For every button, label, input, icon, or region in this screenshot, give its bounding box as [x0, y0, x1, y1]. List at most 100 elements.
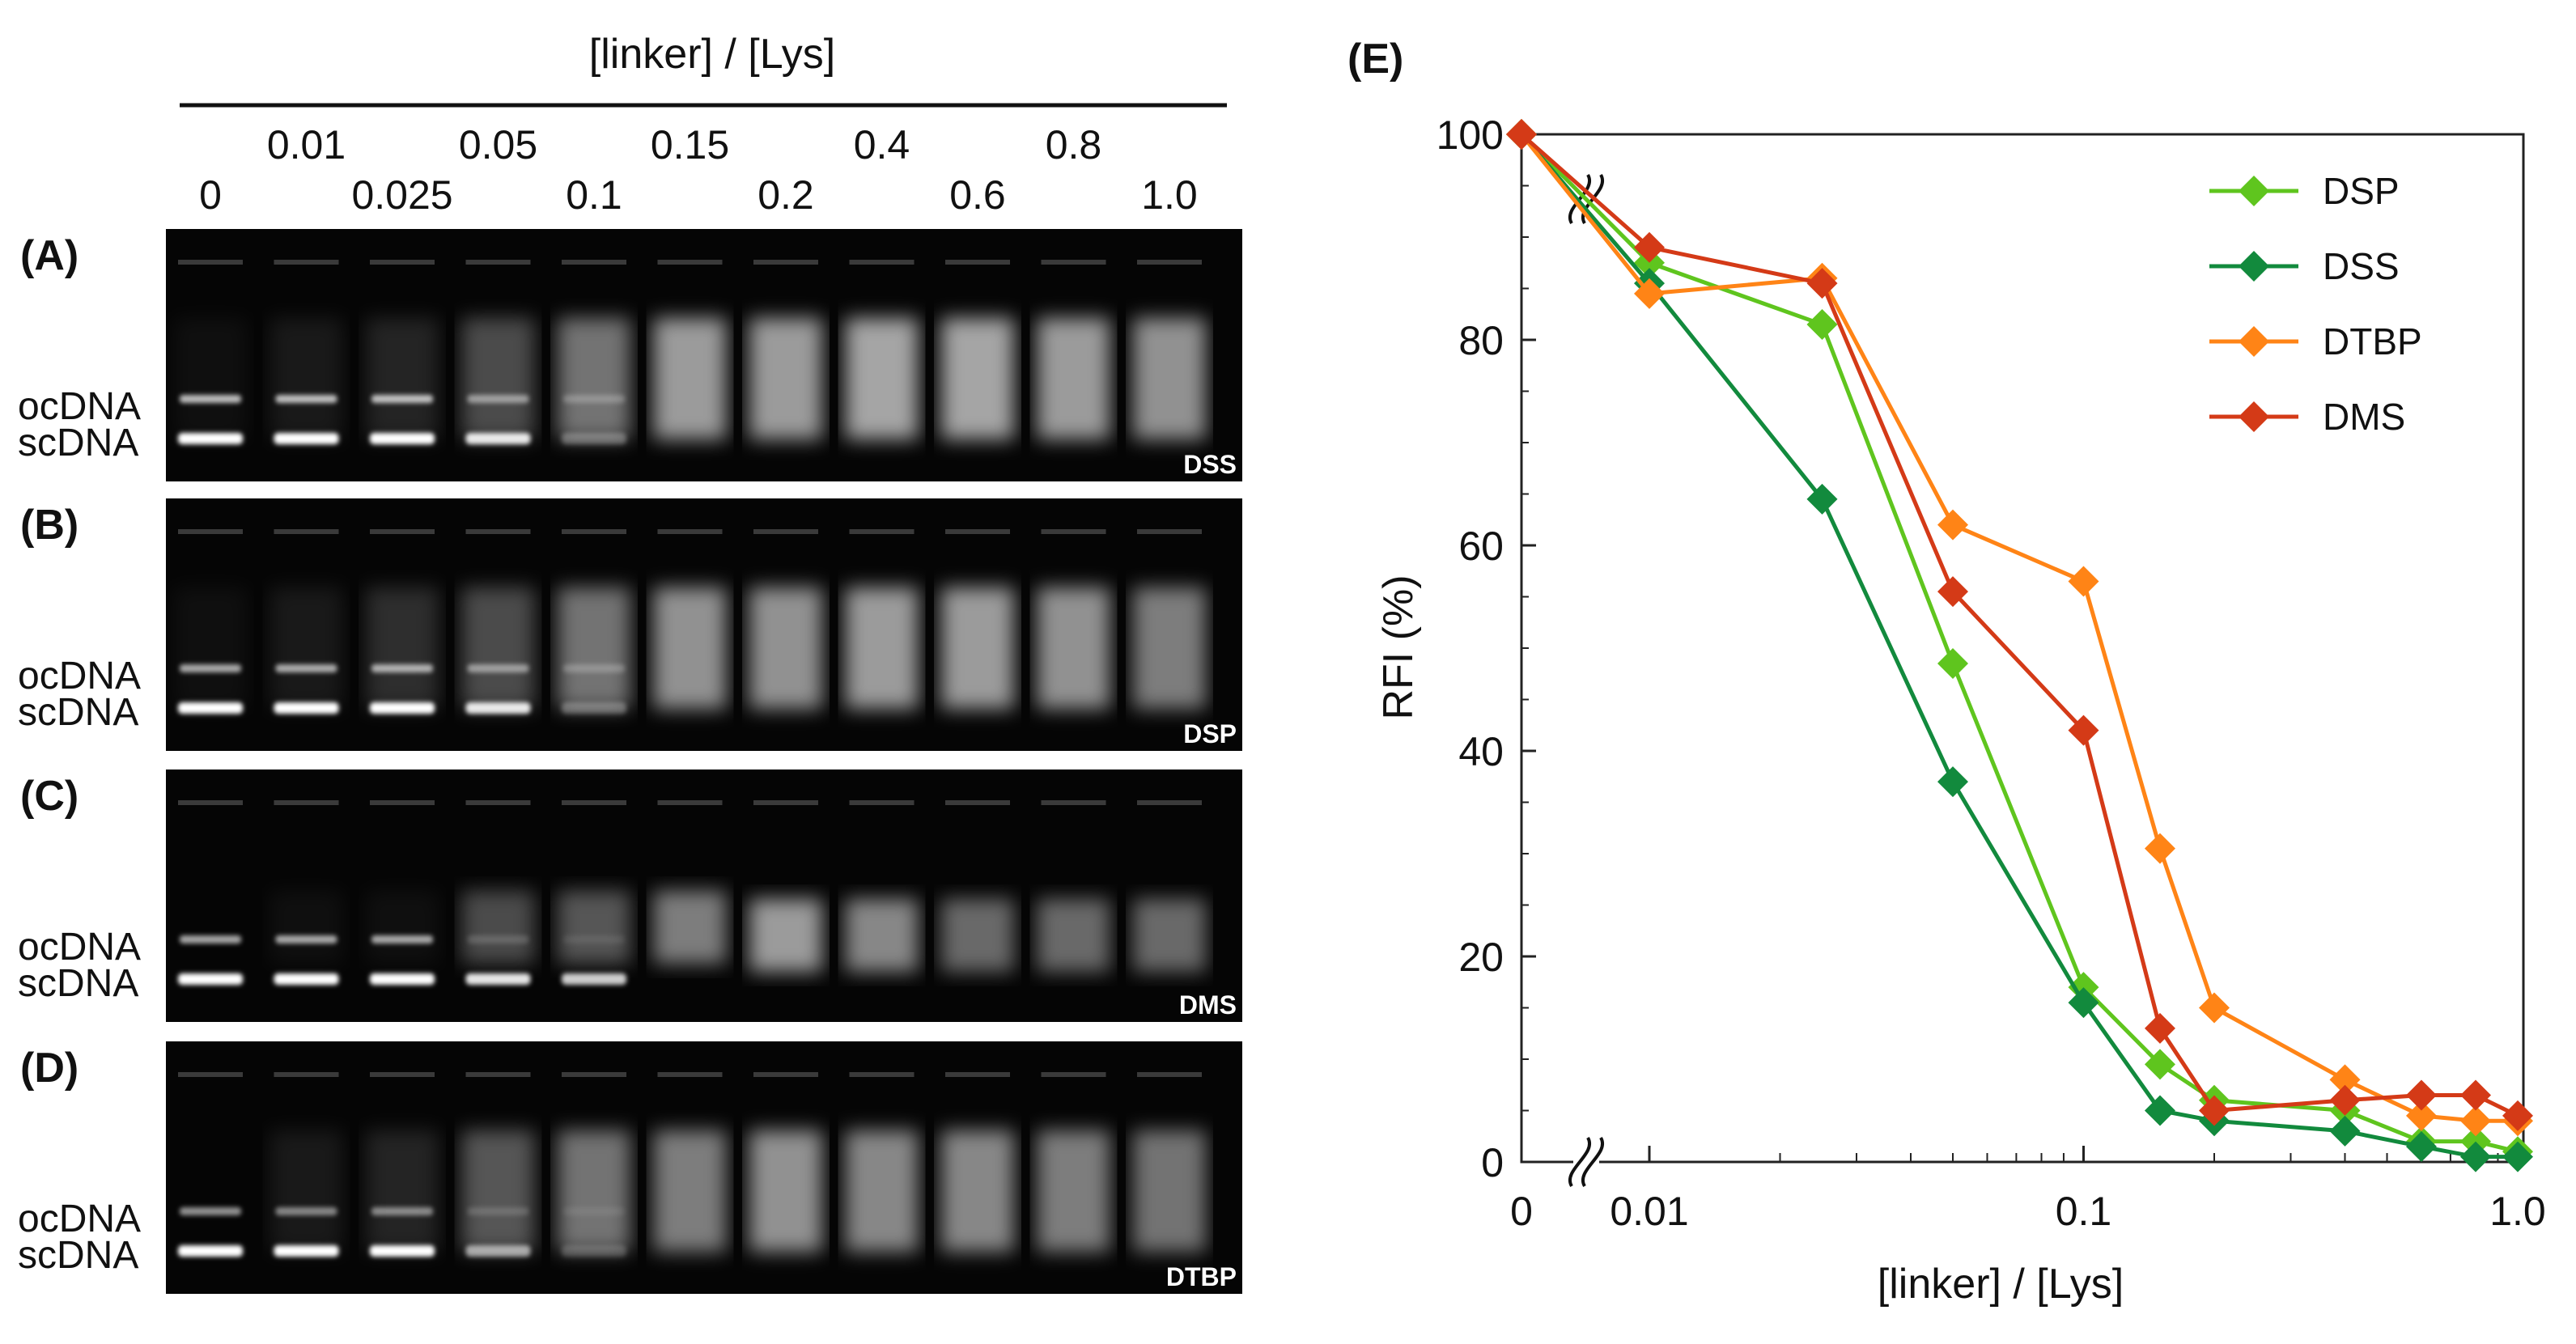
y-tick-label: 80	[1458, 318, 1504, 363]
gel-band-oc	[563, 935, 625, 943]
gel-lane	[653, 260, 727, 439]
gel-lane	[1133, 529, 1206, 709]
gel-well	[753, 260, 818, 265]
gel-smear	[174, 318, 247, 439]
legend-label: DMS	[2323, 396, 2405, 438]
gel-lane	[1133, 800, 1206, 972]
data-point	[1634, 231, 1665, 263]
y-tick-label: 20	[1458, 935, 1504, 980]
gel-well	[753, 529, 818, 534]
gel-smear	[558, 891, 630, 964]
gel-band-oc	[275, 664, 337, 672]
gel-lane	[749, 1072, 822, 1252]
gel-smear	[749, 899, 822, 972]
gel-band-sc	[562, 702, 626, 714]
gel-well	[465, 529, 531, 534]
data-point	[1937, 766, 1968, 798]
gel-well	[178, 1072, 243, 1077]
gel-well	[1041, 260, 1106, 265]
data-point	[1634, 278, 1665, 309]
gel-well	[178, 529, 243, 534]
gel-well	[1041, 529, 1106, 534]
lane-label: 0.05	[459, 122, 537, 167]
gel-band-oc	[371, 664, 433, 672]
gel-band-sc	[274, 433, 339, 444]
gel-lane	[845, 1072, 919, 1252]
gel-band-sc	[178, 973, 243, 985]
gel-smear	[653, 318, 727, 439]
gel-well	[1041, 800, 1106, 805]
gel-well	[1137, 260, 1202, 265]
data-point	[2199, 992, 2230, 1024]
gel-band-oc	[467, 1207, 529, 1215]
lane-label: 0.4	[854, 122, 910, 167]
gel-well	[370, 800, 435, 805]
axis-break-gap	[1573, 1134, 1599, 1189]
gel-lane	[845, 800, 919, 972]
gel-lane	[1133, 260, 1206, 439]
ocdna-label: ocDNA	[18, 655, 141, 697]
gel-lane	[1037, 1072, 1110, 1252]
gel-smear	[749, 1130, 822, 1252]
data-point	[2502, 1141, 2533, 1172]
gel-lane	[366, 1072, 439, 1257]
data-point	[2405, 1079, 2437, 1111]
gel-band-oc	[180, 664, 241, 672]
scdna-label: scDNA	[18, 1234, 138, 1277]
gel-lane	[269, 1072, 343, 1257]
gel-lane	[749, 529, 822, 709]
gel-smear	[269, 891, 343, 964]
gel-well	[370, 529, 435, 534]
gel-smear	[366, 587, 439, 709]
gel-well	[849, 260, 915, 265]
gel-well	[1137, 529, 1202, 534]
gel-well	[849, 529, 915, 534]
gel-smear	[845, 587, 919, 709]
gel-well	[274, 800, 339, 805]
data-point	[2068, 972, 2099, 1003]
gel-smear	[845, 899, 919, 972]
axis-breaks	[1568, 172, 1605, 1189]
gel-lane	[558, 529, 630, 714]
gel-band-sc	[274, 973, 339, 985]
gel-smear	[269, 318, 343, 439]
gel-lane	[269, 260, 343, 444]
gel-band-sc	[178, 433, 243, 444]
gel-lane	[1133, 1072, 1206, 1252]
gel-well	[370, 260, 435, 265]
gel-band-oc	[180, 935, 241, 943]
legend-label: DSS	[2323, 245, 2400, 287]
y-tick-label: 0	[1481, 1140, 1504, 1185]
gel-smear	[461, 1130, 535, 1252]
gel-band-sc	[370, 702, 435, 714]
gel-band-sc	[562, 1245, 626, 1257]
gel-lane	[941, 260, 1014, 439]
gel-smear	[1037, 587, 1110, 709]
gel-smear	[653, 891, 727, 964]
gel-well	[1137, 1072, 1202, 1077]
gel-smear	[1037, 899, 1110, 972]
chart-legend: DSP DSS DTBP DMS	[2209, 170, 2422, 438]
gel-well	[370, 1072, 435, 1077]
gel-band-oc	[371, 1207, 433, 1215]
data-point	[2199, 1095, 2230, 1126]
lane-labels-top: 0.01 0.05 0.15 0.4 0.8	[267, 122, 1101, 167]
gel-well	[657, 800, 723, 805]
gel-well	[945, 1072, 1010, 1077]
y-tick-label: 40	[1458, 729, 1504, 774]
data-point	[2460, 1079, 2492, 1111]
data-point	[2329, 1084, 2361, 1116]
gel-well	[945, 260, 1010, 265]
gel-band-oc	[467, 395, 529, 403]
gel-panel-name: DTBP	[1166, 1262, 1237, 1291]
gel-well	[849, 1072, 915, 1077]
gel-smear	[366, 891, 439, 964]
data-point	[2144, 1095, 2175, 1126]
gel-well	[753, 800, 818, 805]
axis-break-mark	[1581, 1136, 1605, 1188]
gel-lane	[461, 800, 535, 985]
data-point	[2068, 566, 2099, 597]
